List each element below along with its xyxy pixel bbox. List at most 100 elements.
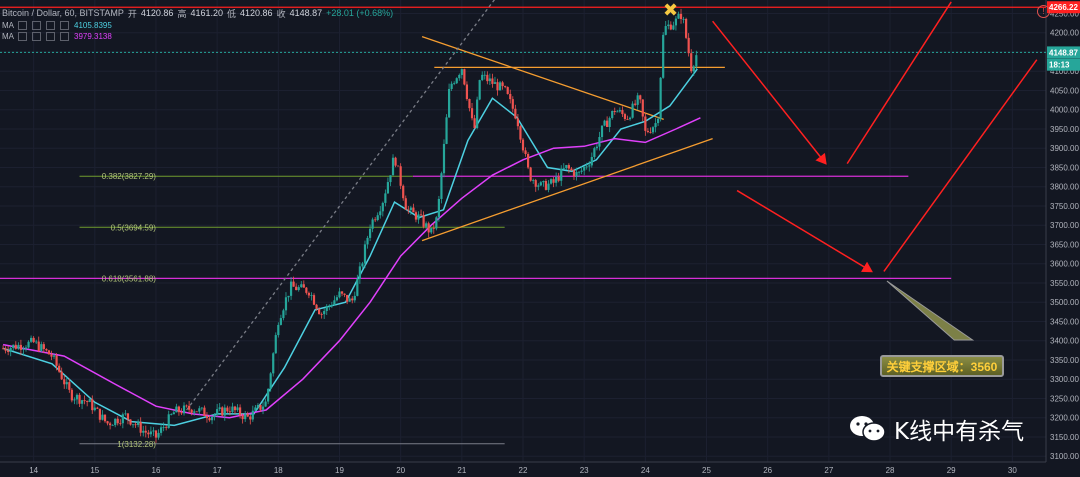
candle-body [218,407,221,410]
visibility-icon[interactable] [18,32,27,41]
candle-body [544,180,548,190]
candle-body [24,347,28,349]
candle-body [157,432,160,438]
price-tick-label: 3250.00 [1050,394,1079,403]
candle-body [549,179,553,184]
indicator-name: MA [2,32,14,41]
candle-body [621,110,624,115]
candle-body [221,407,224,416]
candle-body [606,120,609,127]
candle-body [109,423,112,426]
close-icon[interactable] [46,21,55,30]
candle-body [323,310,326,315]
candle-body [55,355,58,366]
countdown-badge-bg [1047,58,1080,71]
trendline [421,137,713,242]
candle-body [307,292,311,296]
candle-body [468,99,471,109]
high-label: 高 [177,8,187,19]
high-line-badge-bg [1047,1,1080,14]
candle-body [198,408,201,412]
candle-body [233,406,237,411]
close-label: 收 [276,8,286,19]
candle-body [244,413,247,420]
time-tick-label: 28 [886,466,895,475]
candle-body [65,382,68,385]
candle-body [386,182,390,194]
candle-body [430,228,433,233]
candle-body [532,180,535,181]
candle-body [170,414,173,416]
symbol-title[interactable]: Bitcoin / Dollar, 60, BITSTAMP [2,8,124,18]
candle-body [555,176,558,183]
candle-body [391,157,395,176]
low-value: 4120.86 [240,8,273,18]
candle-body [394,157,397,166]
candle-body [692,66,695,72]
candle-body [651,127,655,133]
trendline [186,0,496,411]
candle-body [476,99,479,128]
moving-averages [2,68,701,427]
price-tick-label: 4050.00 [1050,86,1079,95]
more-icon[interactable] [60,32,69,41]
candle-body [422,215,425,227]
candle-body [514,108,517,119]
candle-body [506,87,509,94]
candle-body [460,69,463,75]
candle-body [137,422,140,426]
indicator-ma-slow[interactable]: MA 3979.3138 [2,32,112,41]
candle-body [14,344,17,349]
candle-body [91,399,94,411]
candle-body [180,412,183,414]
candle-body [238,407,242,416]
ma-fast-line [2,68,698,427]
close-icon[interactable] [46,32,55,41]
candle-body [552,179,555,183]
candle-body [203,407,206,417]
settings-icon[interactable] [32,32,41,41]
indicator-ma-fast[interactable]: MA 4105.8395 [2,21,112,30]
candle-body [529,167,532,181]
time-tick-label: 22 [519,466,528,475]
visibility-icon[interactable] [18,21,27,30]
candle-body [325,306,328,311]
candle-body [379,211,382,216]
candle-body [4,348,7,351]
candle-body [172,412,175,415]
candle-body [414,212,418,220]
candle-body [634,103,637,105]
candle-body [119,423,122,425]
candle-body [47,350,51,355]
candle-body [557,176,560,181]
settings-icon[interactable] [32,21,41,30]
candle-body [343,293,346,295]
candle-body [149,431,152,435]
candle-body [208,418,211,421]
candle-body [292,281,295,287]
candle-body [52,355,56,357]
candle-body [45,349,48,351]
chart-header: Bitcoin / Dollar, 60, BITSTAMP 开 4120.86 … [2,6,393,20]
candle-body [162,427,165,428]
candle-body [17,344,20,349]
candle-body [96,407,99,409]
candle-body [384,193,387,203]
candle-body [312,295,316,305]
price-tick-label: 3400.00 [1050,337,1079,346]
candle-body [182,405,186,414]
open-label: 开 [127,8,137,19]
candle-body [231,406,234,413]
time-tick-label: 30 [1008,466,1017,475]
candle-body [142,430,145,433]
candle-body [261,406,265,410]
time-axis: 14 15 16 17 18 19 20 21 22 23 24 25 26 27 28 29 30 [0,461,1046,475]
candle-body [1,348,5,350]
more-icon[interactable] [60,21,69,30]
alert-icon[interactable]: ! [1037,5,1050,18]
price-tick-label: 4250.00 [1050,9,1079,18]
candle-body [300,284,303,288]
last-price-badge-bg [1047,46,1080,59]
price-tick-label: 3150.00 [1050,433,1079,442]
